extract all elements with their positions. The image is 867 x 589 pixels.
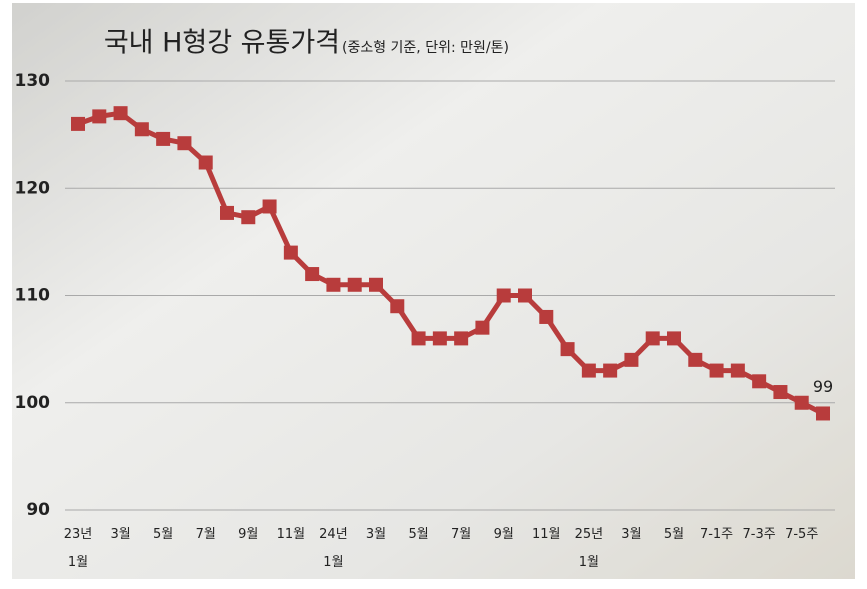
x-tick-label: 5월	[663, 527, 685, 542]
marker	[624, 352, 639, 367]
marker	[773, 385, 788, 400]
x-tick-label: 7-5주	[785, 527, 819, 542]
marker	[113, 106, 128, 121]
x-tick-label: 23년 1월	[63, 527, 93, 570]
x-tick-label: 5월	[408, 527, 429, 542]
marker	[92, 109, 107, 124]
y-tick-label: 120	[15, 178, 51, 198]
x-tick-label: 11월	[532, 527, 561, 542]
y-tick-label: 100	[15, 393, 51, 413]
marker	[709, 363, 724, 378]
x-tick-label: 3월	[110, 527, 131, 542]
x-tick-label: 11월	[276, 527, 306, 542]
marker	[305, 267, 320, 282]
marker	[156, 131, 171, 146]
marker	[411, 331, 426, 346]
marker	[688, 352, 703, 367]
data-label: 99	[813, 377, 833, 396]
x-tick-label: 7-3주	[742, 527, 776, 542]
marker	[794, 395, 809, 410]
marker	[475, 320, 490, 335]
marker	[369, 277, 383, 292]
marker	[220, 205, 234, 220]
x-tick-label: 5월	[153, 527, 174, 542]
marker	[262, 199, 277, 214]
x-tick-label: 3월	[621, 527, 642, 542]
x-tick-label: 24년 1월	[319, 527, 348, 570]
x-tick-label: 7-1주	[699, 527, 734, 542]
y-tick-label: 110	[15, 286, 51, 306]
marker	[198, 155, 213, 170]
marker	[241, 210, 256, 225]
marker	[645, 331, 660, 346]
x-tick-label: 9월	[493, 527, 514, 542]
marker	[71, 116, 85, 131]
marker	[816, 406, 830, 421]
marker	[326, 277, 341, 292]
marker	[496, 288, 511, 303]
marker	[667, 331, 681, 346]
marker	[432, 331, 447, 346]
x-tick-label: 9월	[238, 527, 259, 542]
marker	[177, 136, 192, 151]
marker	[560, 342, 575, 357]
x-tick-label: 7월	[195, 527, 216, 542]
background-veil	[12, 3, 855, 579]
marker	[347, 277, 362, 292]
chart-title: 국내 H형강 유통가격	[104, 28, 340, 59]
x-tick-label: 3월	[365, 527, 387, 542]
marker	[283, 245, 298, 260]
marker	[603, 363, 618, 378]
marker	[390, 299, 405, 314]
marker	[518, 288, 532, 303]
marker	[752, 374, 767, 389]
marker	[454, 331, 469, 346]
x-tick-label: 25년 1월	[574, 527, 604, 570]
y-tick-label: 130	[15, 71, 51, 91]
y-tick-label: 90	[26, 500, 50, 520]
marker	[581, 363, 596, 378]
background	[12, 3, 855, 579]
marker	[134, 122, 149, 137]
marker	[539, 309, 554, 324]
marker	[730, 363, 745, 378]
x-tick-label: 7월	[451, 527, 472, 542]
chart-subtitle: (중소형 기준, 단위: 만원/톤)	[342, 40, 509, 56]
